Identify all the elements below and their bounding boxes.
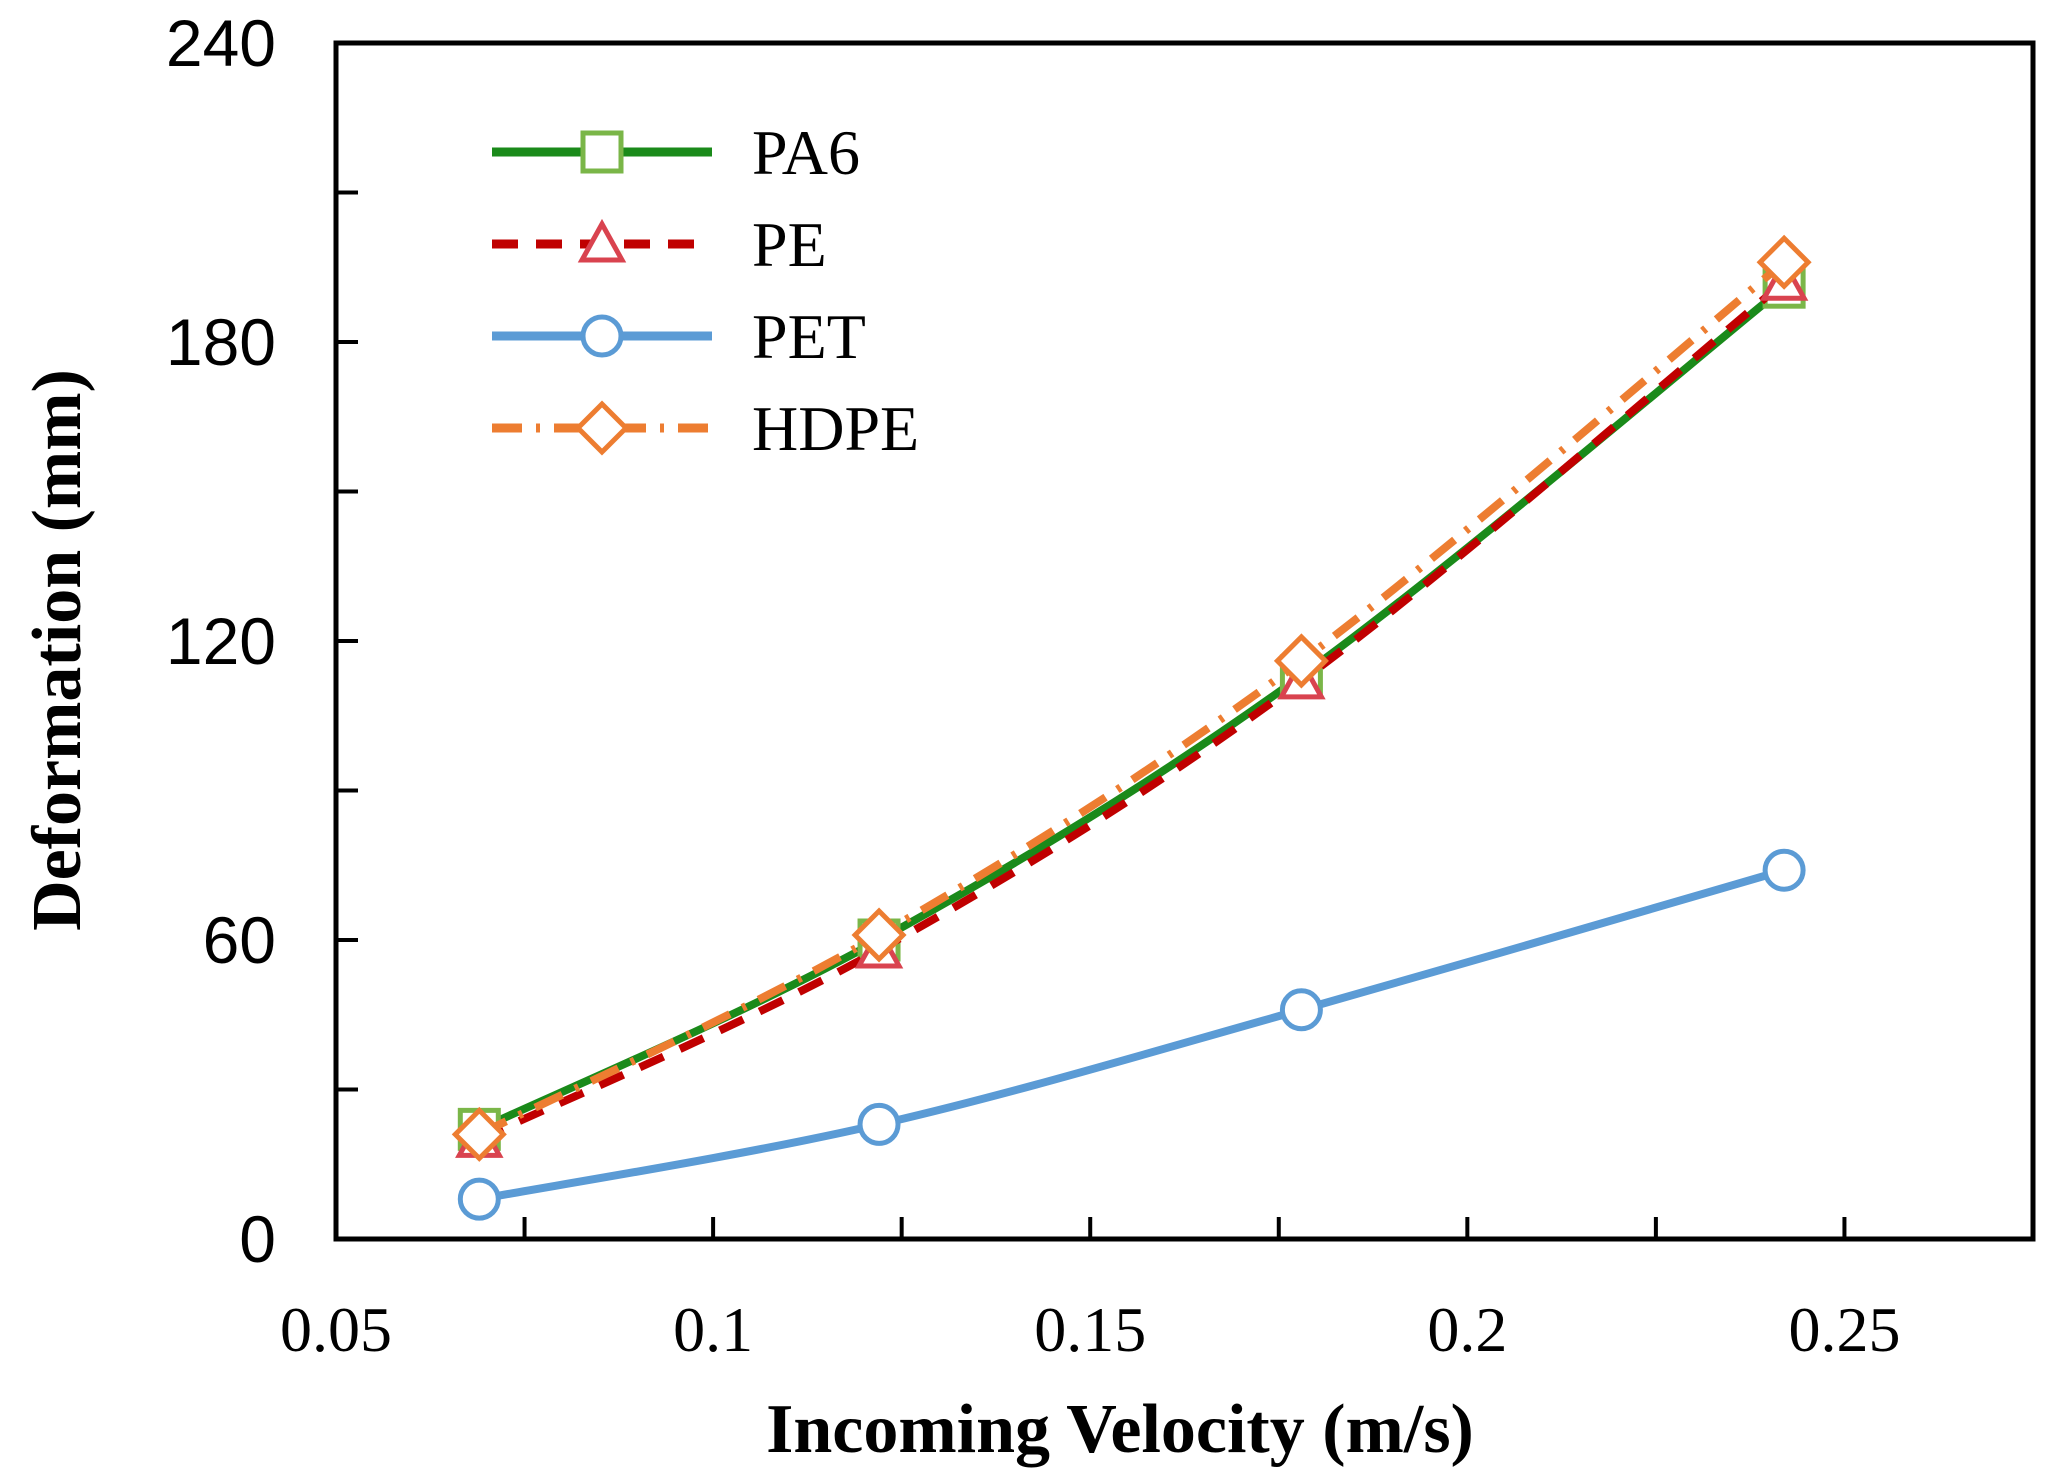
legend-label: PET [752, 301, 866, 372]
data-point-hdpe [851, 907, 907, 963]
legend-label: PE [752, 209, 827, 280]
series-line-pe [477, 279, 1787, 1143]
x-tick-label: 0.2 [1427, 1294, 1507, 1365]
legend-item-pa6: PA6 [492, 117, 860, 188]
y-tick-label: 60 [203, 903, 276, 977]
plot-frame [333, 40, 2036, 1242]
legend-marker [577, 218, 627, 263]
series-pet [457, 848, 1806, 1221]
x-axis-title: Incoming Velocity (m/s) [766, 1391, 1474, 1468]
x-tick-label: 0.05 [280, 1294, 392, 1365]
data-point-pet [1279, 988, 1323, 1032]
data-point-pet [857, 1102, 901, 1146]
legend-marker [580, 130, 624, 174]
data-point-pet [457, 1177, 501, 1221]
y-axis-title: Deformation (mm) [19, 369, 96, 931]
series-pa6 [457, 265, 1806, 1151]
legend-label: PA6 [752, 117, 860, 188]
legend-item-pe: PE [492, 209, 827, 280]
x-tick-label: 0.1 [673, 1294, 753, 1365]
data-point-pet [1762, 848, 1806, 892]
y-tick-label: 180 [166, 305, 276, 379]
legend-item-hdpe: HDPE [492, 393, 919, 464]
y-tick-label: 240 [166, 6, 276, 80]
legend: PA6 PE PET HDPE [492, 117, 919, 464]
legend-item-pet: PET [492, 301, 866, 372]
legend-label: HDPE [752, 393, 919, 464]
y-tick-label: 0 [239, 1202, 276, 1276]
series-line-pa6 [477, 284, 1787, 1133]
data-point-hdpe [1756, 234, 1812, 290]
tick-layer: 0 60 120 180 240 0.05 0.1 0.15 0.2 0.25 [166, 6, 1901, 1365]
series-hdpe [451, 234, 1812, 1162]
y-tick-label: 120 [166, 604, 276, 678]
data-point-hdpe [1273, 633, 1329, 689]
x-tick-label: 0.15 [1034, 1294, 1146, 1365]
legend-marker [574, 400, 630, 456]
x-tick-label: 0.25 [1788, 1294, 1900, 1365]
series-line-hdpe [477, 259, 1787, 1138]
legend-marker [580, 314, 624, 358]
data-point-hdpe [451, 1106, 507, 1162]
series-line-pet [478, 866, 1786, 1204]
series-layer [451, 234, 1812, 1221]
series-pe [455, 257, 1809, 1158]
